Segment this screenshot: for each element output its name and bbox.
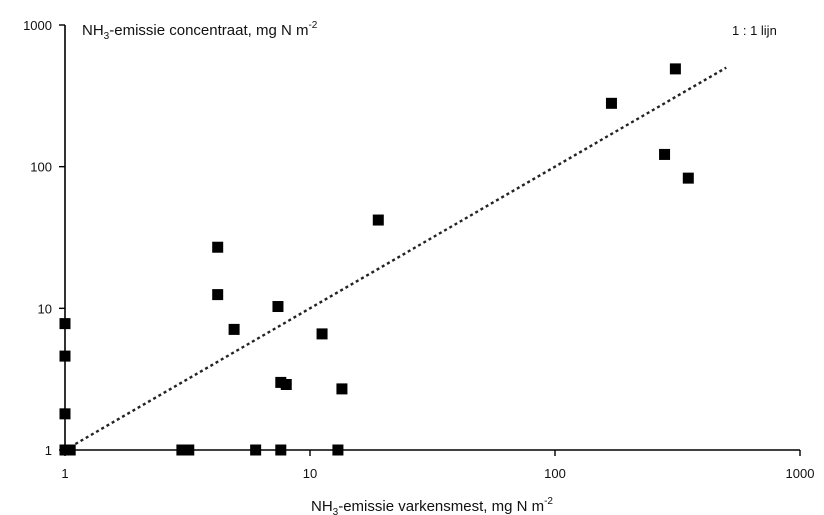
data-point	[64, 444, 76, 456]
data-point	[183, 444, 195, 456]
x-axis-title-post: -emissie varkensmest, mg N m	[338, 498, 544, 515]
x-tick-label: 1000	[786, 466, 815, 481]
data-point	[336, 383, 348, 395]
data-point	[272, 301, 284, 313]
data-point	[659, 148, 671, 160]
x-axis-ticks: 1 10 100 1000	[61, 450, 814, 481]
x-axis-title-sup: -2	[544, 496, 553, 507]
data-point	[59, 318, 71, 330]
y-tick-label: 1	[45, 443, 52, 458]
y-tick-label: 1000	[23, 18, 52, 33]
y-axis-title-sub: 3	[104, 31, 110, 42]
data-point	[682, 172, 694, 184]
data-point	[212, 289, 224, 301]
data-point	[275, 444, 287, 456]
data-point	[212, 241, 224, 253]
one-to-one-reference-line	[64, 66, 727, 452]
data-points	[59, 63, 694, 456]
data-point	[250, 444, 262, 456]
x-tick-label: 1	[61, 466, 68, 481]
data-point	[332, 444, 344, 456]
x-axis-title-pre: NH	[311, 498, 333, 515]
y-axis-title-pre: NH	[82, 22, 104, 39]
y-tick-label: 100	[30, 160, 52, 175]
data-point	[228, 323, 240, 335]
data-point	[316, 328, 328, 340]
x-axis-title-sub: 3	[333, 507, 339, 515]
data-point	[669, 63, 681, 75]
x-tick-label: 100	[544, 466, 566, 481]
x-axis-title: NH3-emissie varkensmest, mg N m-2	[311, 496, 553, 515]
data-point	[605, 97, 617, 109]
data-point	[280, 378, 292, 390]
data-point	[176, 444, 188, 456]
data-point	[372, 214, 384, 226]
y-axis-ticks: 1 10 100 1000	[23, 18, 65, 458]
y-axis-title: NH3-emissie concentraat, mg N m-2	[82, 20, 318, 42]
y-axis-title-sup: -2	[308, 20, 317, 31]
reference-line-label: 1 : 1 lijn	[732, 23, 777, 38]
y-axis-title-post: -emissie concentraat, mg N m	[109, 22, 308, 39]
data-point	[59, 350, 71, 362]
y-tick-label: 10	[38, 301, 52, 316]
data-point	[59, 408, 71, 420]
x-tick-label: 10	[303, 466, 317, 481]
